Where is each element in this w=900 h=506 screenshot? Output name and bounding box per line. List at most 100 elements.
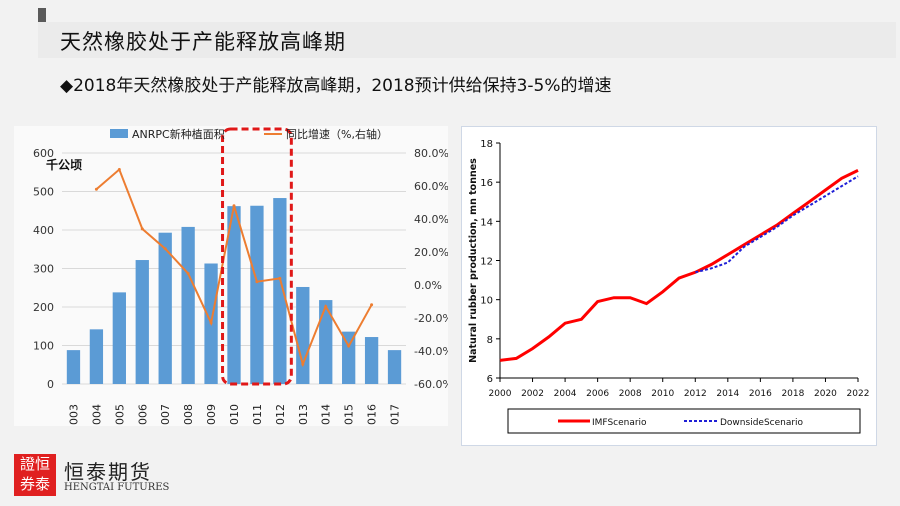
bar-2017 bbox=[387, 350, 402, 384]
logo-name-cn: 恒泰期货 bbox=[64, 460, 152, 484]
logo-seal: 證恒 券泰 bbox=[14, 454, 56, 496]
bar-2005 bbox=[112, 292, 126, 384]
page-title: 天然橡胶处于产能释放高峰期 bbox=[60, 30, 346, 54]
y-tick-label: 18 bbox=[480, 139, 493, 150]
x-tick-label: 2009 bbox=[205, 404, 218, 426]
bar-2012 bbox=[273, 198, 287, 384]
area-growth-chart: 0 100 200 300 400 500 600 -60.0% -40.0% -20.0% 0.0… bbox=[33, 127, 453, 432]
highlight-box bbox=[221, 127, 293, 386]
x-tick-label: 2011 bbox=[251, 404, 264, 426]
x-tick-label: 2000 bbox=[489, 389, 512, 399]
y2-tick-label: 80.0% bbox=[414, 147, 448, 160]
x-tick-label: 2006 bbox=[136, 404, 149, 426]
x-tick-label: 2010 bbox=[228, 404, 241, 426]
growth-point-2004 bbox=[94, 187, 98, 191]
y-tick-label: 300 bbox=[33, 263, 54, 276]
y2-tick-label: 20.0% bbox=[414, 246, 448, 259]
bar-2010 bbox=[227, 206, 241, 384]
x-tick-label: 2008 bbox=[619, 389, 642, 399]
x-tick-label: 2005 bbox=[113, 404, 126, 426]
y2-tick-label: -40.0% bbox=[414, 345, 448, 358]
chart-legend: IMFScenario DownsideScenario bbox=[507, 408, 861, 434]
y2-tick-label: 60.0% bbox=[414, 180, 448, 193]
bar-2008 bbox=[181, 226, 195, 384]
legend-label-imf: IMFScenario bbox=[592, 418, 647, 428]
growth-point-2015 bbox=[347, 344, 351, 348]
bar-2004 bbox=[89, 329, 104, 384]
x-tick-label: 2012 bbox=[274, 404, 287, 426]
bar-2015 bbox=[342, 331, 356, 384]
x-tick-label: 2022 bbox=[847, 389, 870, 399]
y2-tick-label: -20.0% bbox=[414, 312, 448, 325]
growth-point-2005 bbox=[117, 168, 121, 171]
y-axis-label: Natural rubber production, mn tonnes bbox=[468, 158, 479, 363]
growth-point-2011 bbox=[255, 280, 259, 284]
growth-point-2013 bbox=[301, 362, 305, 366]
bar-2014 bbox=[319, 300, 333, 384]
bullet-icon: ◆ bbox=[60, 76, 74, 96]
y2-tick-label: 40.0% bbox=[414, 213, 448, 226]
y-tick-label: 14 bbox=[480, 217, 493, 228]
y-tick-label: 500 bbox=[33, 186, 54, 199]
x-tick-label: 2006 bbox=[586, 389, 609, 399]
x-tick-label: 2015 bbox=[343, 404, 356, 426]
growth-point-2008 bbox=[186, 271, 190, 275]
x-tick-label: 2004 bbox=[554, 389, 577, 399]
y-tick-label: 600 bbox=[33, 147, 54, 160]
subtitle-text: 2018年天然橡胶处于产能释放高峰期，2018预计供给保持3-5%的增速 bbox=[73, 76, 612, 96]
y2-tick-label: -60.0% bbox=[414, 378, 448, 391]
production-forecast-chart-panel: 6 8 10 12 14 16 18 2000 2002 2004 2006 2008 2010 2012… bbox=[461, 126, 877, 446]
bar-2007 bbox=[158, 232, 172, 384]
x-tick-label: 2017 bbox=[389, 404, 402, 426]
area-growth-chart-panel: 0 100 200 300 400 500 600 -60.0% -40.0% -20.0% 0.0… bbox=[14, 126, 453, 432]
x-tick-label: 2003 bbox=[67, 404, 80, 426]
x-tick-label: 2008 bbox=[182, 404, 195, 426]
x-tick-label: 2020 bbox=[814, 389, 837, 399]
legend-label-downside: DownsideScenario bbox=[720, 418, 804, 428]
x-tick-label: 2014 bbox=[320, 404, 333, 426]
imf-scenario-line bbox=[499, 169, 859, 362]
y-unit-label: 千公顷 bbox=[46, 157, 82, 172]
bar-2006 bbox=[135, 260, 149, 384]
company-logo: 證恒 券泰 恒泰期货 HENGTAI FUTURES bbox=[14, 454, 170, 500]
title-banner bbox=[38, 22, 896, 58]
y2-tick-label: 0.0% bbox=[414, 279, 442, 292]
legend-label-line: 同比增速（%,右轴） bbox=[286, 127, 388, 141]
y-tick-label: 100 bbox=[33, 340, 54, 353]
x-tick-label: 2010 bbox=[651, 389, 674, 399]
growth-point-2007 bbox=[163, 247, 167, 251]
y-tick-label: 12 bbox=[480, 257, 493, 268]
bar-2013 bbox=[296, 286, 310, 384]
growth-point-2012 bbox=[278, 276, 282, 280]
growth-point-2006 bbox=[140, 227, 144, 231]
y-tick-label: 6 bbox=[487, 374, 493, 385]
growth-point-2009 bbox=[209, 321, 213, 325]
y-tick-label: 0 bbox=[47, 378, 54, 391]
bar-2011 bbox=[250, 205, 264, 384]
y-tick-label: 400 bbox=[33, 224, 54, 237]
subtitle-line: ◆2018年天然橡胶处于产能释放高峰期，2018预计供给保持3-5%的增速 bbox=[60, 71, 612, 96]
chart-legend: ANRPC新种植面积 同比增速（%,右轴） bbox=[110, 127, 388, 141]
x-tick-label: 2016 bbox=[749, 389, 772, 399]
y-tick-label: 10 bbox=[480, 296, 493, 307]
y-tick-label: 8 bbox=[487, 335, 493, 346]
growth-point-2014 bbox=[324, 304, 328, 308]
logo-name-en: HENGTAI FUTURES bbox=[64, 482, 170, 493]
x-tick-label: 2007 bbox=[159, 404, 172, 426]
y-tick-label: 200 bbox=[33, 301, 54, 314]
x-tick-label: 2002 bbox=[521, 389, 544, 399]
y-tick-label: 16 bbox=[480, 178, 493, 189]
production-forecast-chart: 6 8 10 12 14 16 18 2000 2002 2004 2006 2008 2010 2012… bbox=[468, 139, 870, 434]
x-tick-label: 2016 bbox=[366, 404, 379, 426]
x-tick-label: 2012 bbox=[684, 389, 707, 399]
x-tick-label: 2004 bbox=[90, 404, 103, 426]
growth-point-2016 bbox=[370, 303, 374, 307]
growth-point-2010 bbox=[232, 204, 236, 208]
legend-swatch-bar bbox=[110, 129, 128, 138]
bar-2003 bbox=[66, 350, 81, 384]
legend-label-bar: ANRPC新种植面积 bbox=[132, 127, 225, 141]
bar-2016 bbox=[364, 337, 379, 384]
x-tick-label: 2014 bbox=[716, 389, 739, 399]
x-tick-label: 2018 bbox=[781, 389, 804, 399]
x-tick-label: 2013 bbox=[297, 404, 310, 426]
